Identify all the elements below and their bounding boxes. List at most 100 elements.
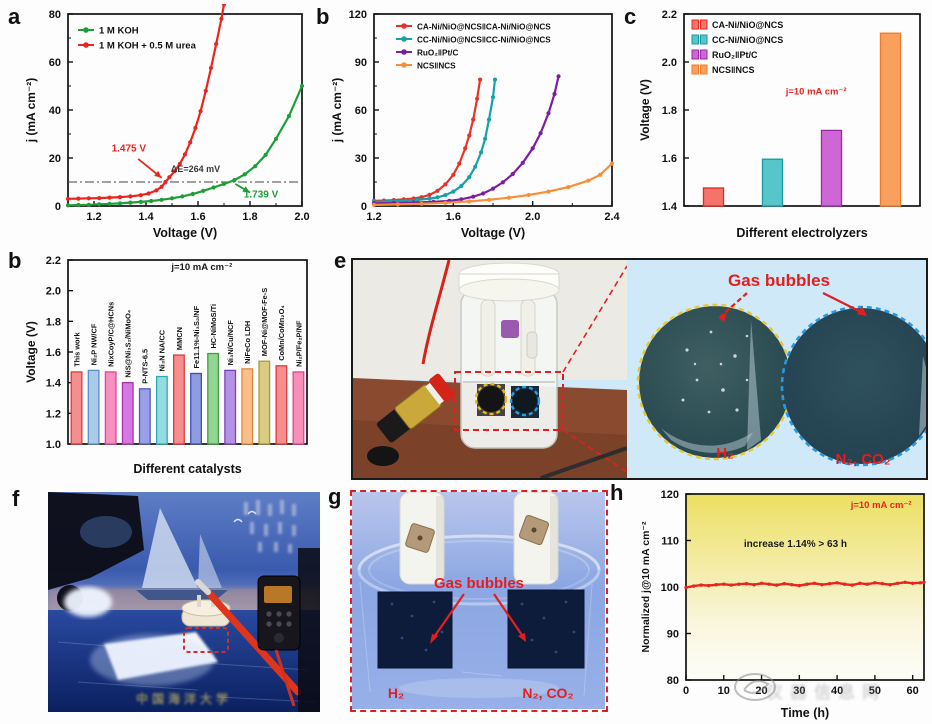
svg-text:90: 90 bbox=[355, 57, 367, 69]
bar-Fe11.1%-Ni₃S₂/NF bbox=[190, 372, 202, 445]
bar-NCS‖NCS bbox=[879, 32, 902, 207]
bottom-glint bbox=[661, 428, 753, 453]
multimeter-buttons bbox=[266, 611, 292, 643]
svg-text:Voltage (V): Voltage (V) bbox=[461, 226, 525, 240]
bar-NiS@Ni₃S₂/NiMoO₄ bbox=[121, 382, 134, 445]
svg-text:NiFeCo LDH: NiFeCo LDH bbox=[243, 321, 252, 364]
svg-text:1.8: 1.8 bbox=[662, 105, 677, 117]
panel-g-photo: Gas bubbles H₂ N₂, CO₂ bbox=[350, 490, 608, 712]
svg-text:Voltage (V): Voltage (V) bbox=[638, 79, 652, 141]
holder-right bbox=[513, 492, 559, 585]
bar-CC-Ni/NiO@NCS bbox=[761, 158, 784, 207]
series-NCS‖NCS bbox=[371, 161, 615, 207]
arrowhead-right bbox=[518, 633, 526, 642]
svg-text:80: 80 bbox=[667, 675, 679, 687]
svg-text:1.4: 1.4 bbox=[662, 201, 678, 213]
svg-text:Ni₂P NW/CF: Ni₂P NW/CF bbox=[89, 323, 98, 365]
svg-text:1.4: 1.4 bbox=[46, 378, 62, 390]
axes: 1.2 1.4 1.6 1.8 2.0 0 20 40 60 80 Voltage (V) j (mA… bbox=[24, 9, 310, 240]
svg-text:10: 10 bbox=[718, 685, 730, 697]
svg-text:CC-Ni/NiO@NCS: CC-Ni/NiO@NCS bbox=[712, 35, 783, 45]
n2co2-electrode-circle bbox=[783, 308, 926, 464]
legend: 1 M KOH 1 M KOH + 0.5 M urea bbox=[78, 26, 197, 52]
svg-text:1.0: 1.0 bbox=[46, 439, 61, 451]
electrode-texture bbox=[390, 600, 576, 654]
axes: 1.0 1.2 1.4 1.6 1.8 2.0 2.2 Different catalysts… bbox=[24, 255, 308, 476]
bottom-reflection bbox=[399, 678, 559, 698]
svg-text:1.6: 1.6 bbox=[662, 153, 677, 165]
arrow-to-n2co2 bbox=[822, 292, 866, 315]
panel-letter-b-mid: b bbox=[8, 248, 22, 273]
svg-text:1.6: 1.6 bbox=[190, 211, 205, 223]
black-cable bbox=[540, 446, 627, 478]
svg-text:1.739 V: 1.739 V bbox=[244, 189, 279, 200]
electrode-closeups: Gas bubbles H₂ N₂, CO₂ bbox=[627, 260, 926, 478]
clip bbox=[367, 446, 399, 466]
svg-text:Ni₃N/Cu/NCF: Ni₃N/Cu/NCF bbox=[226, 320, 235, 366]
panel-letter-g: g bbox=[328, 484, 342, 509]
red-dashed-zoom-rect bbox=[454, 371, 564, 431]
svg-text:Ni₂P/Fe₂P/NF: Ni₂P/Fe₂P/NF bbox=[294, 320, 303, 367]
chart-b-group: 1.2 1.6 2.0 2.4 0 30 60 90 120 Voltage (V) j (mA c… bbox=[330, 9, 621, 240]
series-1 M KOH + 0.5 M urea bbox=[65, 4, 227, 201]
two-electrode-photo: Gas bubbles H₂ N₂, CO₂ bbox=[352, 492, 605, 709]
bar-RuO₂‖Pt/C bbox=[820, 129, 843, 207]
battery bbox=[376, 373, 455, 443]
electrode-right bbox=[507, 589, 585, 669]
beaker-rim-inner bbox=[368, 540, 590, 600]
bar-MMCN bbox=[173, 354, 185, 445]
svg-text:1.6: 1.6 bbox=[446, 211, 461, 223]
desk-front bbox=[353, 420, 627, 478]
svg-text:MMCN: MMCN bbox=[175, 327, 184, 350]
svg-text:1.8: 1.8 bbox=[46, 316, 61, 328]
svg-text:0: 0 bbox=[55, 201, 61, 213]
inner-rod-left bbox=[480, 299, 496, 377]
beaker-rim bbox=[357, 534, 601, 606]
bar-CA-Ni/NiO@NCS bbox=[702, 187, 725, 207]
university-watermark: 中国海洋大学 bbox=[136, 691, 232, 706]
svg-text:90: 90 bbox=[667, 629, 679, 641]
gas-bubbles-label: Gas bubbles bbox=[434, 575, 524, 592]
svg-text:2.0: 2.0 bbox=[46, 286, 61, 298]
svg-text:100: 100 bbox=[661, 582, 679, 594]
ship-sail-main bbox=[142, 508, 198, 588]
svg-text:NCS‖NCS: NCS‖NCS bbox=[417, 62, 456, 71]
chart-h-group: 0 10 20 30 40 50 60 80 90 100 110 120 Time (h) Normal… bbox=[640, 489, 926, 720]
svg-text:2.0: 2.0 bbox=[294, 211, 309, 223]
svg-text:1.2: 1.2 bbox=[366, 211, 381, 223]
svg-text:20: 20 bbox=[49, 153, 61, 165]
bar-P-NTS-6.5 bbox=[138, 388, 151, 445]
n2co2-label: N₂, CO₂ bbox=[522, 685, 573, 701]
svg-text:j=10 mA cm⁻²: j=10 mA cm⁻² bbox=[170, 262, 232, 273]
svg-text:60: 60 bbox=[907, 685, 919, 697]
red-lattice-stand bbox=[183, 627, 229, 653]
svg-text:2.4: 2.4 bbox=[604, 211, 620, 223]
lamp-light bbox=[64, 587, 112, 617]
zoom-cone-top bbox=[562, 265, 627, 373]
panel-letter-c: c bbox=[624, 4, 637, 29]
multimeter-screen bbox=[264, 586, 292, 603]
svg-text:increase 1.14% > 63 h: increase 1.14% > 63 h bbox=[744, 539, 847, 550]
svg-text:120: 120 bbox=[661, 489, 679, 501]
svg-text:NCS‖NCS: NCS‖NCS bbox=[712, 65, 754, 75]
series-RuO₂‖Pt/C bbox=[371, 74, 561, 206]
blue-dashed-ring bbox=[509, 385, 541, 417]
svg-text:Fe11.1%-Ni₃S₂/NF: Fe11.1%-Ni₃S₂/NF bbox=[192, 305, 201, 368]
bar-Ni₃N/Cu/NCF bbox=[224, 369, 237, 445]
svg-text:j (mA cm⁻²): j (mA cm⁻²) bbox=[24, 78, 38, 144]
chart-c-voltage-bars: 1.4 1.6 1.8 2.0 2.2 Different electrolyzers Vo… bbox=[638, 9, 921, 240]
svg-text:Normalized j@10 mA cm⁻²: Normalized j@10 mA cm⁻² bbox=[640, 521, 652, 652]
svg-text:ΔE=264 mV: ΔE=264 mV bbox=[171, 164, 220, 174]
svg-text:1.8: 1.8 bbox=[242, 211, 257, 223]
chart-a-lsv-koh-urea: 1.2 1.4 1.6 1.8 2.0 0 20 40 60 80 Voltage (V) j (mA… bbox=[24, 4, 310, 240]
chart-h-stability: 0 10 20 30 40 50 60 80 90 100 110 120 Time (h) Normal… bbox=[640, 489, 926, 720]
bar-Ni₂P NW/CF bbox=[87, 369, 100, 445]
zoom-cone-bottom bbox=[562, 429, 627, 473]
birds bbox=[233, 510, 257, 523]
svg-text:Ni₃N NA/CC: Ni₃N NA/CC bbox=[158, 329, 167, 371]
electrode-right-disc bbox=[513, 389, 537, 413]
svg-text:0: 0 bbox=[683, 685, 689, 697]
svg-text:Different catalysts: Different catalysts bbox=[133, 462, 241, 476]
monitor-glint bbox=[80, 516, 132, 548]
